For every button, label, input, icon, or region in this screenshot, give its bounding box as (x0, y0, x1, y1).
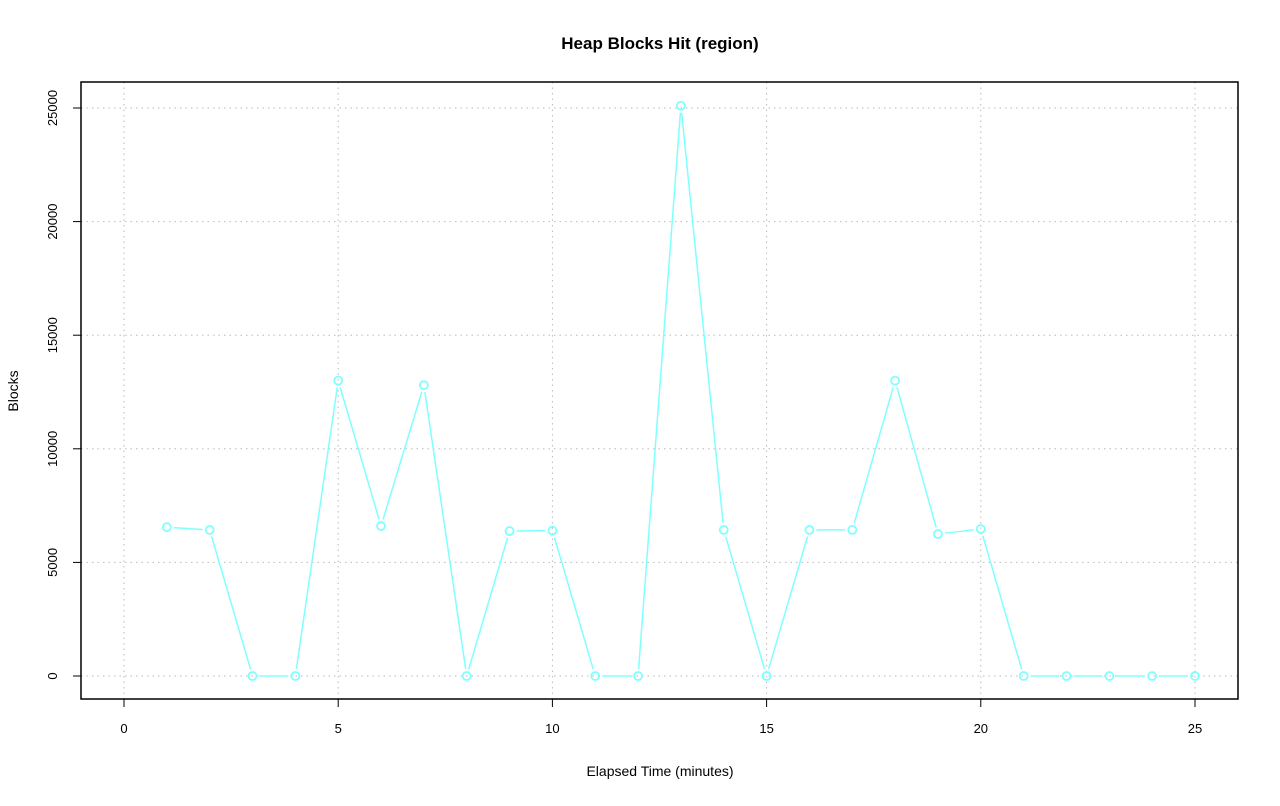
series-segment (469, 538, 508, 670)
series-segment (769, 537, 808, 670)
x-tick-label: 20 (974, 721, 988, 736)
x-axis-label: Elapsed Time (minutes) (586, 763, 733, 779)
series-segment (212, 537, 251, 670)
data-point (848, 526, 856, 534)
data-point (334, 377, 342, 385)
y-tick-label: 20000 (45, 204, 60, 240)
data-point (506, 527, 514, 535)
x-tick-label: 25 (1188, 721, 1202, 736)
chart-title: Heap Blocks Hit (region) (561, 34, 758, 53)
series-segment (425, 392, 466, 669)
data-point (805, 526, 813, 534)
y-axis-label: Blocks (5, 370, 21, 411)
data-point (1020, 672, 1028, 680)
data-point (977, 525, 985, 533)
data-point (206, 526, 214, 534)
series-segment (383, 392, 422, 519)
y-tick-label: 15000 (45, 317, 60, 353)
data-point (891, 377, 899, 385)
series-segment (340, 387, 379, 519)
series-segment (554, 537, 593, 669)
series-segment (897, 387, 936, 527)
series-segment (174, 528, 203, 530)
data-point (420, 381, 428, 389)
x-tick-label: 5 (335, 721, 342, 736)
series-segment (682, 113, 723, 523)
series-segment (983, 536, 1022, 670)
series-segment (726, 537, 765, 670)
axes: 0 5 10 15 20 25 0 5000 10000 15000 20000 25000 (45, 90, 1202, 736)
data-point (163, 523, 171, 531)
series-segment (296, 388, 337, 670)
y-tick-label: 10000 (45, 431, 60, 467)
series-segment (945, 530, 974, 533)
data-point (934, 530, 942, 538)
y-tick-label: 0 (45, 672, 60, 679)
x-tick-label: 10 (545, 721, 559, 736)
data-point (634, 672, 642, 680)
series-segment (639, 113, 681, 669)
data-point (720, 526, 728, 534)
data-point (291, 672, 299, 680)
y-tick-label: 5000 (45, 548, 60, 577)
data-point (677, 102, 685, 110)
series (163, 102, 1199, 680)
data-point (377, 522, 385, 530)
series-segment (854, 387, 893, 523)
x-tick-label: 15 (759, 721, 773, 736)
y-tick-label: 25000 (45, 90, 60, 126)
data-point (1105, 672, 1113, 680)
x-tick-label: 0 (120, 721, 127, 736)
